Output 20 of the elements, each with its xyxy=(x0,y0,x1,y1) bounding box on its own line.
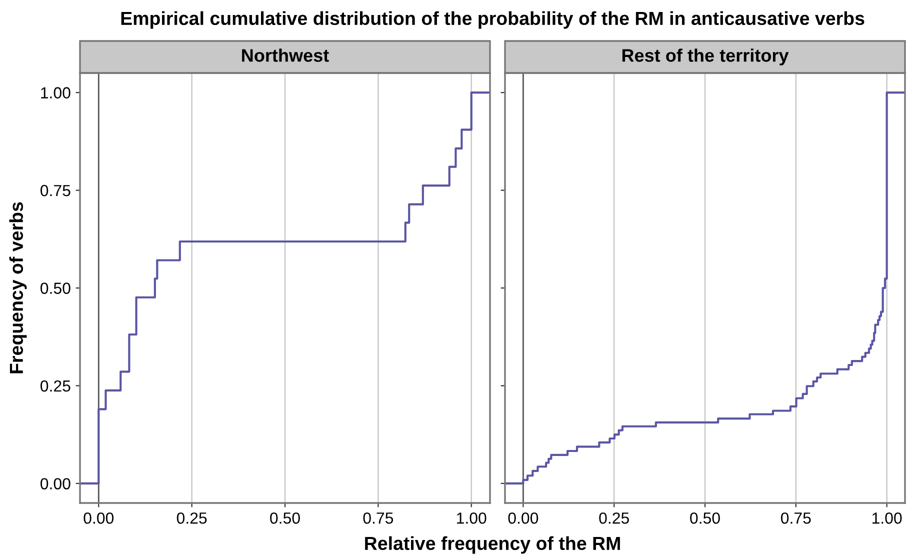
y-tick-label: 0.75 xyxy=(40,184,70,196)
x-tick-label: 0.00 xyxy=(84,512,114,524)
x-tick-label: 1.00 xyxy=(457,512,486,524)
x-axis-title: Relative frequency of the RM xyxy=(365,536,620,554)
x-tick-label: 0.00 xyxy=(508,512,538,524)
x-tick-label: 0.25 xyxy=(599,512,629,524)
chart-subtitle: Rest of the territory xyxy=(622,48,789,66)
y-tick-label: 0.00 xyxy=(40,478,70,490)
chart-subtitle: Northwest xyxy=(242,48,329,62)
x-tick-label: 0.50 xyxy=(690,512,720,524)
y-tick-label: 1.00 xyxy=(41,87,70,98)
x-tick-label: 0.25 xyxy=(176,512,207,524)
chart-title: Empirical cumulative distribution of the probability of the RM in anticausative verbs xyxy=(121,11,864,29)
x-tick-label: 0.75 xyxy=(780,512,811,524)
y-tick-label: 0.25 xyxy=(40,380,70,392)
y-axis-title: Frequency of verbs xyxy=(9,202,27,374)
x-tick-label: 1.00 xyxy=(872,512,902,524)
y-tick-label: 0.50 xyxy=(40,282,70,294)
x-tick-label: 0.75 xyxy=(363,512,394,524)
x-tick-label: 0.50 xyxy=(270,512,300,524)
